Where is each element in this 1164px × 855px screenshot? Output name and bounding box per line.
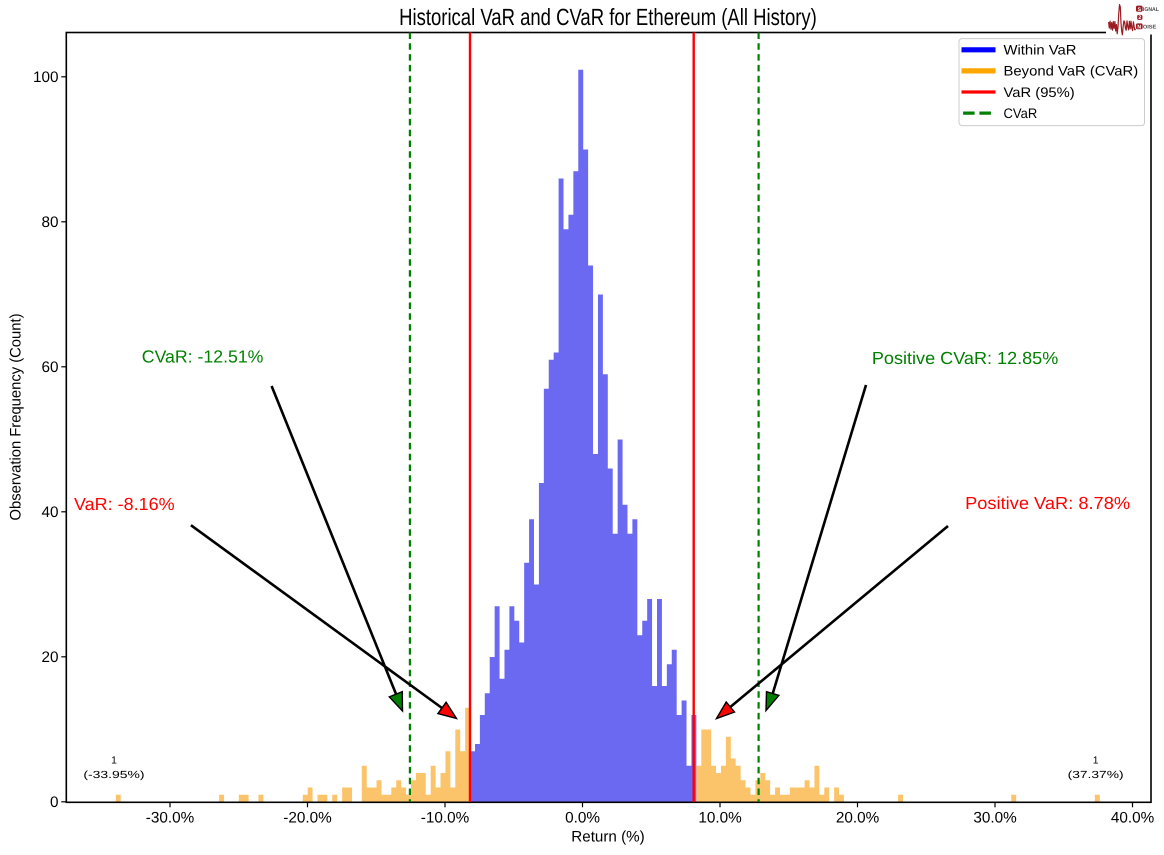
- svg-text:30.0%: 30.0%: [973, 810, 1017, 827]
- svg-text:-20.0%: -20.0%: [283, 810, 332, 827]
- svg-text:Return (%): Return (%): [571, 829, 644, 846]
- svg-text:Within VaR: Within VaR: [1004, 43, 1077, 58]
- svg-text:VaR: -8.16%: VaR: -8.16%: [74, 494, 175, 514]
- svg-text:IGNAL: IGNAL: [1143, 7, 1160, 13]
- svg-text:1: 1: [1093, 756, 1099, 767]
- svg-text:VaR (95%): VaR (95%): [1004, 85, 1075, 100]
- svg-text:Observation Frequency (Count): Observation Frequency (Count): [8, 314, 25, 521]
- svg-text:Positive VaR: 8.78%: Positive VaR: 8.78%: [965, 493, 1130, 513]
- svg-text:80: 80: [41, 214, 58, 231]
- svg-text:S: S: [1138, 7, 1142, 13]
- svg-text:0.0%: 0.0%: [565, 810, 600, 827]
- svg-text:0: 0: [50, 794, 59, 811]
- svg-text:10.0%: 10.0%: [698, 810, 742, 827]
- svg-text:60: 60: [41, 359, 58, 376]
- svg-text:100: 100: [33, 69, 59, 86]
- svg-text:Historical VaR and CVaR for Et: Historical VaR and CVaR for Ethereum (Al…: [399, 4, 817, 30]
- svg-text:1: 1: [111, 756, 117, 767]
- svg-text:20: 20: [41, 649, 58, 666]
- svg-text:-10.0%: -10.0%: [421, 810, 470, 827]
- svg-text:2: 2: [1138, 15, 1141, 21]
- svg-text:N: N: [1137, 24, 1141, 30]
- svg-text:CVaR: CVaR: [1004, 106, 1038, 121]
- svg-text:OISE: OISE: [1143, 25, 1157, 31]
- svg-text:40.0%: 40.0%: [1111, 810, 1155, 827]
- svg-text:Positive CVaR: 12.85%: Positive CVaR: 12.85%: [872, 348, 1058, 368]
- svg-text:-30.0%: -30.0%: [146, 810, 195, 827]
- svg-text:CVaR: -12.51%: CVaR: -12.51%: [142, 347, 264, 367]
- svg-text:(37.37%): (37.37%): [1068, 770, 1124, 781]
- svg-text:Beyond VaR (CVaR): Beyond VaR (CVaR): [1004, 64, 1139, 79]
- svg-text:(-33.95%): (-33.95%): [83, 770, 144, 781]
- svg-text:40: 40: [41, 504, 58, 521]
- svg-text:20.0%: 20.0%: [836, 810, 880, 827]
